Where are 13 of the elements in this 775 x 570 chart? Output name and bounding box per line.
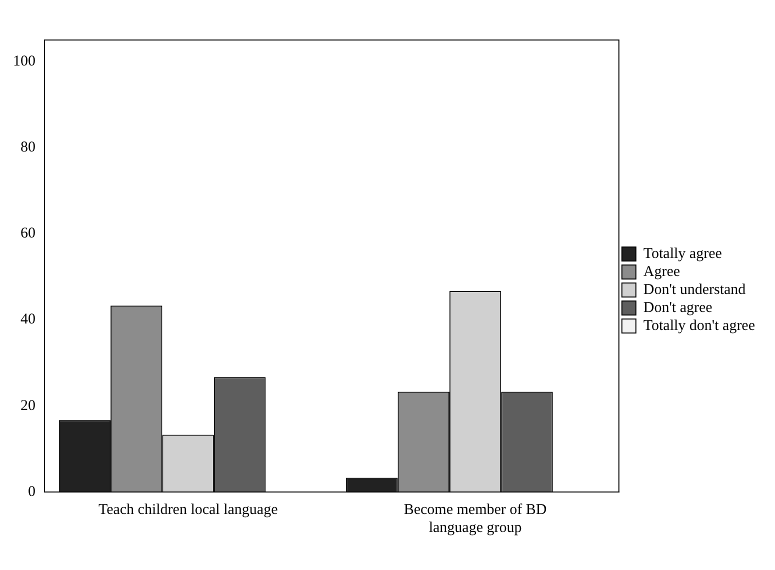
x-tick-label: Teach children local language: [98, 502, 278, 518]
y-tick-label: 20: [20, 398, 36, 414]
legend-label: Don't agree: [643, 300, 713, 316]
y-tick-label: 100: [13, 53, 36, 70]
y-tick-label: 40: [20, 312, 36, 328]
legend-label: Totally agree: [643, 246, 722, 262]
legend-label: Don't understand: [643, 282, 746, 298]
legend-label: Totally don't agree: [643, 318, 756, 334]
y-tick-label: 80: [20, 140, 36, 156]
y-tick-label: 60: [20, 226, 36, 242]
legend-label: Agree: [643, 264, 680, 280]
x-tick-label: Become member of BD language group: [404, 502, 547, 536]
y-tick-label: 0: [28, 484, 36, 500]
